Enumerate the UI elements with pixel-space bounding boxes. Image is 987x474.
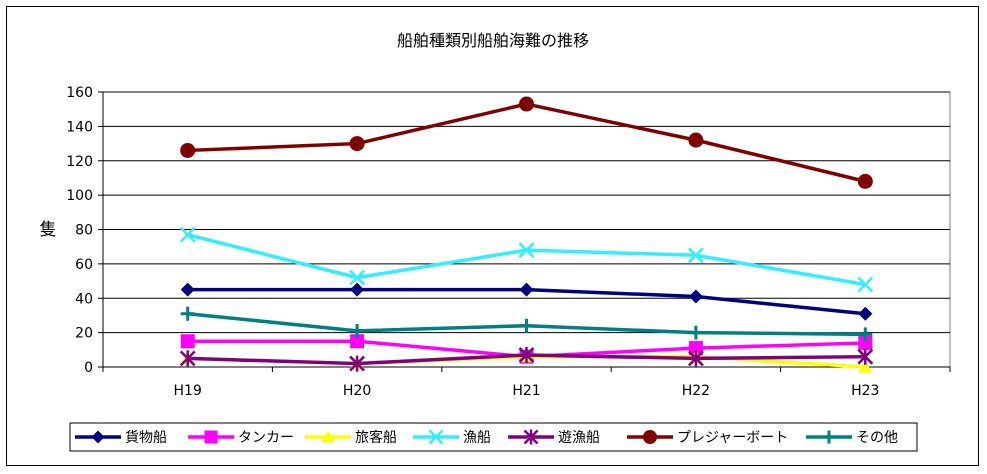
data-point (180, 306, 195, 321)
y-axis-label: 隻 (40, 220, 57, 240)
x-tick-label: H19 (174, 383, 202, 399)
data-point (688, 132, 704, 148)
data-point (180, 334, 195, 349)
data-point (688, 341, 703, 356)
data-point (349, 269, 365, 286)
legend-item: 貨物船 (75, 429, 167, 446)
data-point (857, 173, 873, 189)
legend-item: 漁船 (413, 429, 491, 446)
legend-marker (643, 430, 657, 444)
data-point (857, 348, 874, 365)
y-tick-label: 140 (66, 119, 93, 135)
legend-item: 遊漁船 (508, 429, 600, 446)
legend-marker (523, 429, 539, 445)
legend-item: その他 (806, 430, 898, 446)
data-point (858, 306, 873, 321)
data-point (518, 242, 535, 259)
data-point (518, 346, 535, 363)
x-tick-label: H22 (682, 383, 710, 399)
y-axis: 0 20 40 60 80 100 120 140 160 (66, 85, 104, 376)
y-tick-label: 20 (75, 326, 93, 342)
legend-marker (822, 430, 836, 444)
series-7 (180, 306, 873, 342)
data-point (688, 350, 704, 367)
y-tick-label: 60 (75, 257, 93, 273)
y-tick-label: 100 (66, 188, 93, 204)
legend-label: タンカー (238, 430, 294, 446)
y-tick-label: 0 (84, 360, 93, 376)
data-point (350, 323, 365, 338)
data-point (350, 282, 365, 297)
y-tick-label: 120 (66, 154, 93, 170)
series-1 (180, 282, 873, 321)
series-4 (179, 226, 874, 293)
data-point (858, 335, 873, 350)
legend: 貨物船 タンカー 旅客船 漁船 遊漁船 プレジャーボート その他 (75, 429, 898, 446)
data-point (180, 142, 196, 158)
data-point (857, 276, 874, 293)
data-point (519, 318, 534, 333)
series-5 (179, 346, 874, 372)
legend-item: 旅客船 (305, 429, 397, 446)
legend-label: 旅客船 (355, 429, 397, 446)
legend-label: プレジャーボート (677, 430, 788, 446)
data-point (858, 327, 873, 342)
legend-marker (428, 429, 444, 445)
series-layer (179, 96, 874, 373)
legend-label: 漁船 (463, 430, 491, 446)
legend-item: タンカー (188, 430, 294, 446)
data-point (349, 136, 365, 152)
data-point (519, 282, 534, 297)
legend-item: プレジャーボート (627, 430, 788, 446)
data-point (179, 226, 196, 243)
gridlines (103, 91, 950, 334)
x-tick-label: H20 (343, 383, 371, 399)
y-tick-label: 160 (66, 85, 93, 101)
data-point (350, 334, 365, 349)
series-6 (180, 96, 873, 189)
data-point (688, 325, 703, 340)
data-point (519, 96, 534, 112)
x-tick-label: H23 (851, 383, 879, 399)
y-tick-label: 40 (75, 291, 93, 307)
legend-label: 遊漁船 (558, 430, 600, 446)
legend-label: 貨物船 (125, 429, 167, 446)
y-tick-label: 80 (75, 223, 93, 239)
x-axis: H19 H20 H21 H22 H23 (102, 366, 951, 399)
data-point (688, 247, 704, 264)
data-point (179, 350, 196, 367)
legend-label: その他 (856, 430, 898, 446)
data-point (180, 282, 195, 297)
chart-title: 船舶種類別船舶海難の推移 (397, 31, 589, 50)
data-point (858, 360, 873, 373)
legend-marker (204, 430, 218, 444)
legend-marker (321, 430, 335, 443)
data-point (688, 289, 703, 304)
data-point (349, 355, 365, 372)
legend-marker (91, 430, 105, 444)
x-tick-label: H21 (512, 383, 540, 399)
